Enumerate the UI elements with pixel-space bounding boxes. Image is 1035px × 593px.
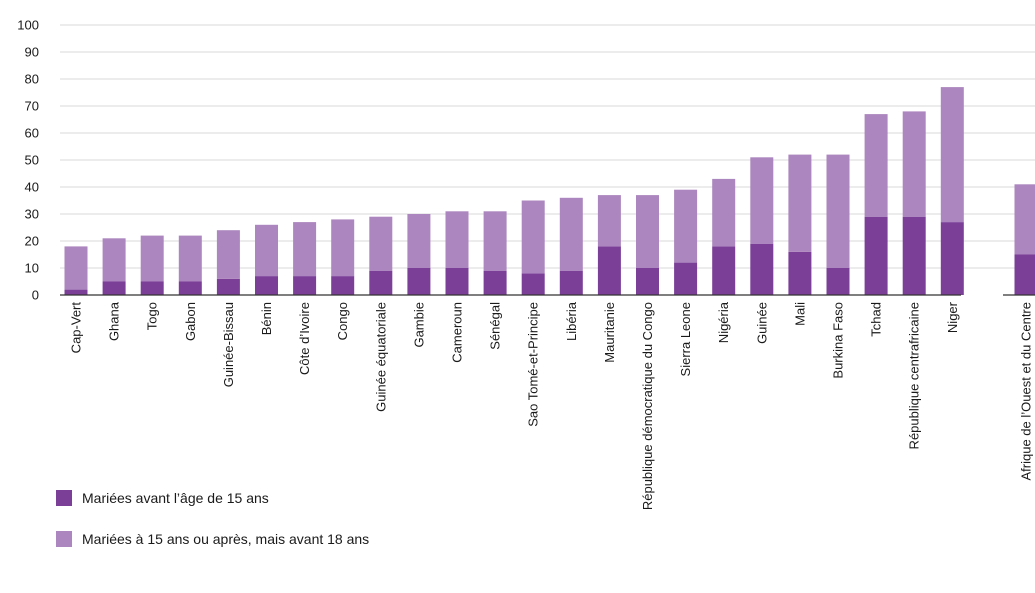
bar-segment-15-to-18 [483,211,507,271]
bar-segment-15-to-18 [864,114,888,217]
bar-segment-15-to-18 [331,219,355,277]
bar-segment-15-to-18 [636,195,659,268]
bar-segment-before-15 [1014,254,1035,295]
legend-label-before-15: Mariées avant l’âge de 15 ans [82,490,269,506]
legend-swatch-before-15 [56,490,72,506]
legend-item-15-to-18: Mariées à 15 ans ou après, mais avant 18… [56,529,369,549]
x-tick-label: Gabon [183,302,198,341]
x-tick-label: Guinée [754,302,769,344]
bar-segment-before-15 [331,276,355,295]
x-tick-label: Mali [792,302,807,326]
bar-segment-before-15 [750,243,774,295]
x-tick-label: Mauritanie [602,302,617,363]
bar-segment-15-to-18 [940,87,964,223]
bar-segment-before-15 [712,246,736,295]
bar-segment-15-to-18 [712,178,736,247]
bar-segment-15-to-18 [140,235,164,282]
y-tick-label: 20 [25,234,39,249]
bar-segment-before-15 [636,268,659,295]
bar-segment-15-to-18 [674,189,698,263]
x-tick-label: Sénégal [488,302,503,350]
y-tick-label: 10 [25,261,39,276]
bar-segment-before-15 [559,270,583,295]
gridlines [60,24,1035,269]
bars [64,87,1035,295]
x-tick-label: Gambie [411,302,426,348]
bar-segment-15-to-18 [216,230,240,279]
bar-segment-before-15 [826,268,850,295]
bar-segment-before-15 [902,216,926,295]
x-tick-label: Cap-Vert [69,302,84,354]
bar-segment-15-to-18 [788,154,812,252]
bar-segment-before-15 [369,270,393,295]
x-tick-label: Guinée équatoriale [373,302,388,412]
x-tick-label: Libéria [564,301,579,341]
bar-segment-15-to-18 [369,216,393,271]
x-tick-label: Congo [335,302,350,340]
bar-segment-before-15 [674,262,698,295]
legend-item-before-15: Mariées avant l’âge de 15 ans [56,488,369,508]
bar-segment-15-to-18 [559,197,583,271]
y-tick-label: 70 [25,99,39,114]
x-tick-label: Cameroun [450,302,465,363]
bar-segment-15-to-18 [1014,184,1035,255]
x-axis-labels: Cap-Vert Ghana Togo Gabon Guinée-Bissau Bénin… [69,301,1034,510]
y-tick-label: 30 [25,207,39,222]
bar-segment-before-15 [178,281,202,295]
x-tick-label: Sierra Leone [678,302,693,376]
bar-segment-15-to-18 [178,235,202,282]
bar-segment-15-to-18 [826,154,850,268]
x-tick-label: Niger [945,301,960,333]
bar-segment-before-15 [445,268,469,295]
x-tick-label: Sao Tomé-et-Principe [526,302,541,427]
bar-segment-before-15 [102,281,126,295]
legend-label-15-to-18: Mariées à 15 ans ou après, mais avant 18… [82,531,370,547]
x-tick-label: Afrique de l’Ouest et du Centre [1019,302,1034,481]
legend-swatch-15-to-18 [56,531,72,547]
x-tick-label: Togo [145,302,160,330]
bar-segment-before-15 [864,216,888,295]
x-tick-label: Côte d’Ivoire [297,302,312,375]
bar-segment-before-15 [521,273,545,295]
bar-segment-before-15 [940,222,964,295]
bar-segment-15-to-18 [293,222,317,277]
x-tick-label: Ghana [107,301,122,341]
bar-segment-15-to-18 [407,214,431,268]
bar-segment-before-15 [255,276,278,295]
bar-segment-15-to-18 [102,238,126,282]
y-tick-label: 90 [25,45,39,60]
bar-segment-before-15 [64,289,88,295]
bar-segment-15-to-18 [750,157,774,244]
bar-segment-15-to-18 [902,111,926,217]
bar-segment-before-15 [216,278,240,295]
bar-segment-15-to-18 [521,200,545,274]
y-tick-label: 100 [17,18,39,33]
bar-segment-before-15 [293,276,317,295]
y-tick-label: 50 [25,153,39,168]
x-tick-label: Burkina Faso [831,302,846,379]
x-tick-label: Guinée-Bissau [221,302,236,387]
x-tick-label: République centrafricaine [907,302,922,449]
bar-segment-before-15 [140,281,164,295]
y-axis-ticks: 0 10 20 30 40 50 60 70 80 90 100 [17,18,39,303]
bar-segment-15-to-18 [445,211,469,268]
legend: Mariées avant l’âge de 15 ans Mariées à … [56,488,369,570]
bar-segment-before-15 [407,268,431,295]
bar-segment-before-15 [483,270,507,295]
bar-segment-15-to-18 [597,195,621,247]
y-tick-label: 0 [32,288,39,303]
y-tick-label: 80 [25,72,39,87]
x-tick-label: République démocratique du Congo [640,302,655,510]
bar-segment-before-15 [788,251,812,295]
x-tick-label: Tchad [869,302,884,337]
bar-segment-15-to-18 [255,224,278,277]
bar-segment-before-15 [597,246,621,295]
x-tick-label: Bénin [259,302,274,335]
y-tick-label: 60 [25,126,39,141]
bar-segment-15-to-18 [64,246,88,290]
y-tick-label: 40 [25,180,39,195]
x-tick-label: Nigéria [716,301,731,343]
